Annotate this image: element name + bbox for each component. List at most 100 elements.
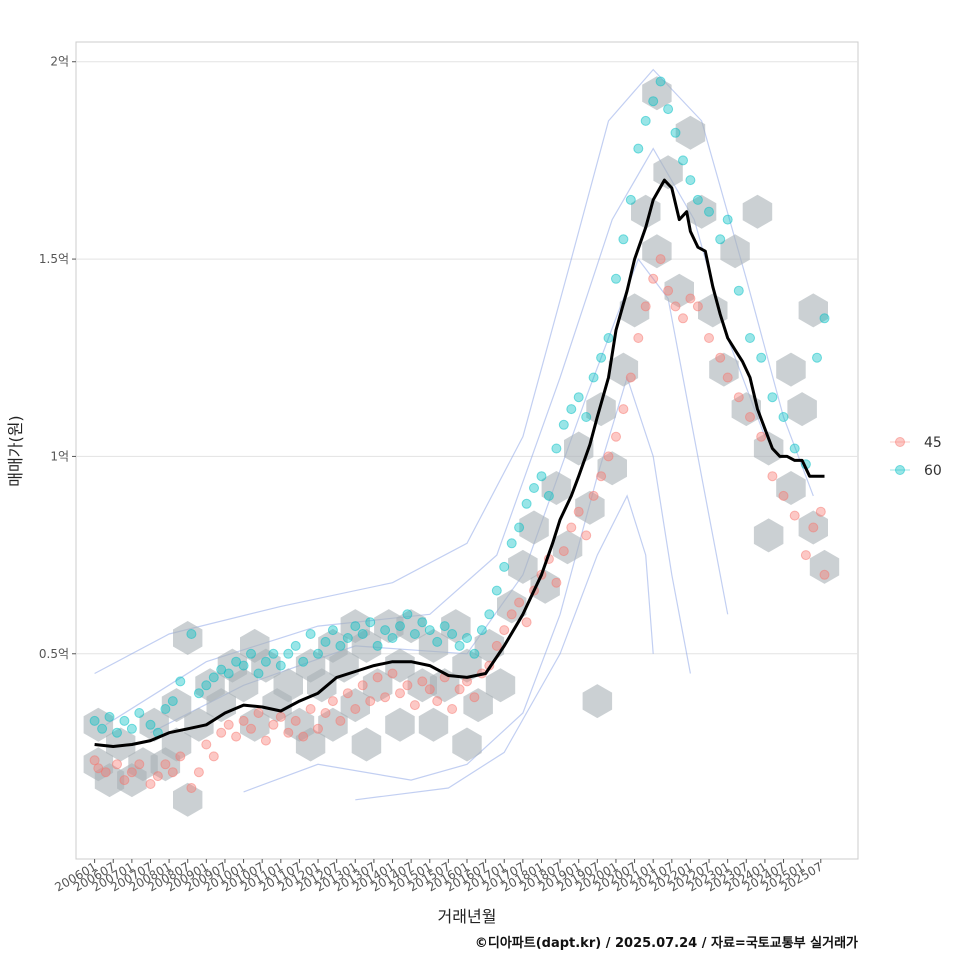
point-60: [112, 727, 122, 738]
point-45: [380, 692, 391, 703]
y-axis-title: 매매가(원): [6, 415, 25, 486]
point-45: [246, 723, 256, 734]
point-45: [655, 254, 666, 265]
point-60: [722, 214, 733, 225]
trend-line: [94, 178, 825, 748]
hexbin: [184, 707, 214, 742]
point-45: [223, 719, 234, 730]
point-60: [145, 719, 156, 730]
point-45: [290, 715, 301, 726]
hexbin: [94, 763, 125, 798]
point-60: [745, 333, 755, 343]
point-60: [536, 471, 547, 482]
point-60: [417, 617, 428, 628]
hexbin: [128, 747, 158, 782]
point-60: [625, 194, 636, 205]
point-45: [603, 451, 614, 462]
point-60: [290, 640, 301, 651]
hexbin: [228, 668, 259, 703]
point-60: [603, 333, 614, 343]
point-45: [558, 546, 569, 557]
point-45: [551, 577, 562, 588]
point-60: [238, 660, 249, 671]
point-60: [208, 672, 219, 683]
hexbin: [552, 530, 583, 565]
point-60: [439, 621, 450, 632]
hexbin: [776, 352, 806, 387]
point-60: [573, 392, 584, 403]
source-caption: ©디아파트(dapt.kr) / 2025.07.24 / 자료=국토교통부 실…: [475, 935, 858, 951]
point-60: [506, 538, 517, 549]
point-60: [551, 443, 562, 454]
point-60: [313, 648, 323, 659]
point-60: [655, 76, 666, 87]
point-45: [521, 617, 532, 628]
point-60: [454, 640, 465, 651]
point-45: [119, 775, 130, 786]
point-60: [365, 617, 376, 628]
point-60: [640, 115, 651, 126]
point-45: [283, 727, 294, 738]
point-45: [566, 522, 577, 533]
hexbin: [385, 707, 415, 742]
point-45: [89, 755, 100, 766]
y-tick-label: 2억: [50, 55, 69, 69]
point-45: [402, 680, 413, 691]
point-45: [767, 471, 778, 482]
point-45: [815, 506, 826, 517]
hexbin: [787, 392, 817, 427]
hexbin: [485, 668, 516, 703]
scatter-points: [89, 76, 830, 793]
point-60: [327, 625, 338, 636]
point-45: [491, 640, 502, 651]
point-45: [596, 471, 607, 482]
hexbin: [351, 727, 382, 762]
point-60: [283, 648, 294, 659]
point-45: [372, 672, 383, 683]
point-60: [462, 633, 472, 643]
point-60: [253, 668, 264, 679]
point-45: [268, 719, 279, 730]
hexbin: [619, 293, 650, 328]
point-60: [160, 704, 171, 714]
hexbin: [742, 194, 773, 229]
hexbin: [675, 115, 706, 150]
hexbin: [642, 234, 672, 269]
point-60: [134, 708, 145, 718]
point-60: [372, 640, 383, 651]
point-60: [685, 175, 696, 186]
hexbin: [541, 471, 572, 505]
legend-key-45: [895, 437, 905, 447]
hexbin: [418, 628, 449, 663]
point-45: [611, 431, 621, 442]
point-60: [223, 668, 234, 679]
point-60: [342, 633, 353, 643]
point-60: [670, 127, 681, 138]
point-45: [447, 704, 458, 714]
point-45: [745, 412, 755, 422]
point-45: [320, 708, 331, 718]
hexbin: [809, 549, 840, 584]
point-45: [152, 771, 163, 782]
point-45: [633, 333, 644, 343]
point-45: [365, 696, 376, 707]
point-60: [514, 522, 525, 533]
point-60: [395, 621, 405, 632]
hexbin: [731, 392, 761, 427]
hexbin: [753, 431, 784, 466]
hexbin: [463, 688, 493, 723]
point-45: [167, 767, 178, 778]
density-contour: [355, 494, 654, 801]
point-45: [253, 708, 264, 718]
hexbin: [362, 668, 393, 703]
point-45: [350, 704, 361, 714]
point-60: [618, 234, 629, 245]
legend: 45 60: [890, 435, 942, 479]
hexbin: [519, 510, 549, 545]
point-45: [298, 731, 309, 742]
x-axis-title: 거래년월: [438, 907, 497, 926]
point-60: [432, 636, 443, 647]
point-45: [409, 700, 420, 711]
point-45: [145, 779, 156, 789]
hexbin: [83, 707, 114, 742]
